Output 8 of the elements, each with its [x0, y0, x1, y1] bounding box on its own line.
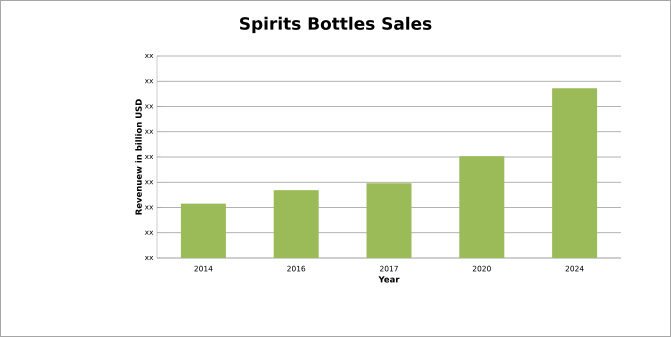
- x-axis-title: Year: [378, 276, 400, 283]
- bar: [180, 204, 226, 258]
- bar: [459, 156, 504, 258]
- bar: [552, 88, 598, 258]
- bar: [274, 190, 319, 258]
- bar: [366, 183, 412, 258]
- y-axis-title: Revenuew in billion USD: [135, 99, 142, 214]
- chart-title: Spirits Bottles Sales: [240, 16, 432, 34]
